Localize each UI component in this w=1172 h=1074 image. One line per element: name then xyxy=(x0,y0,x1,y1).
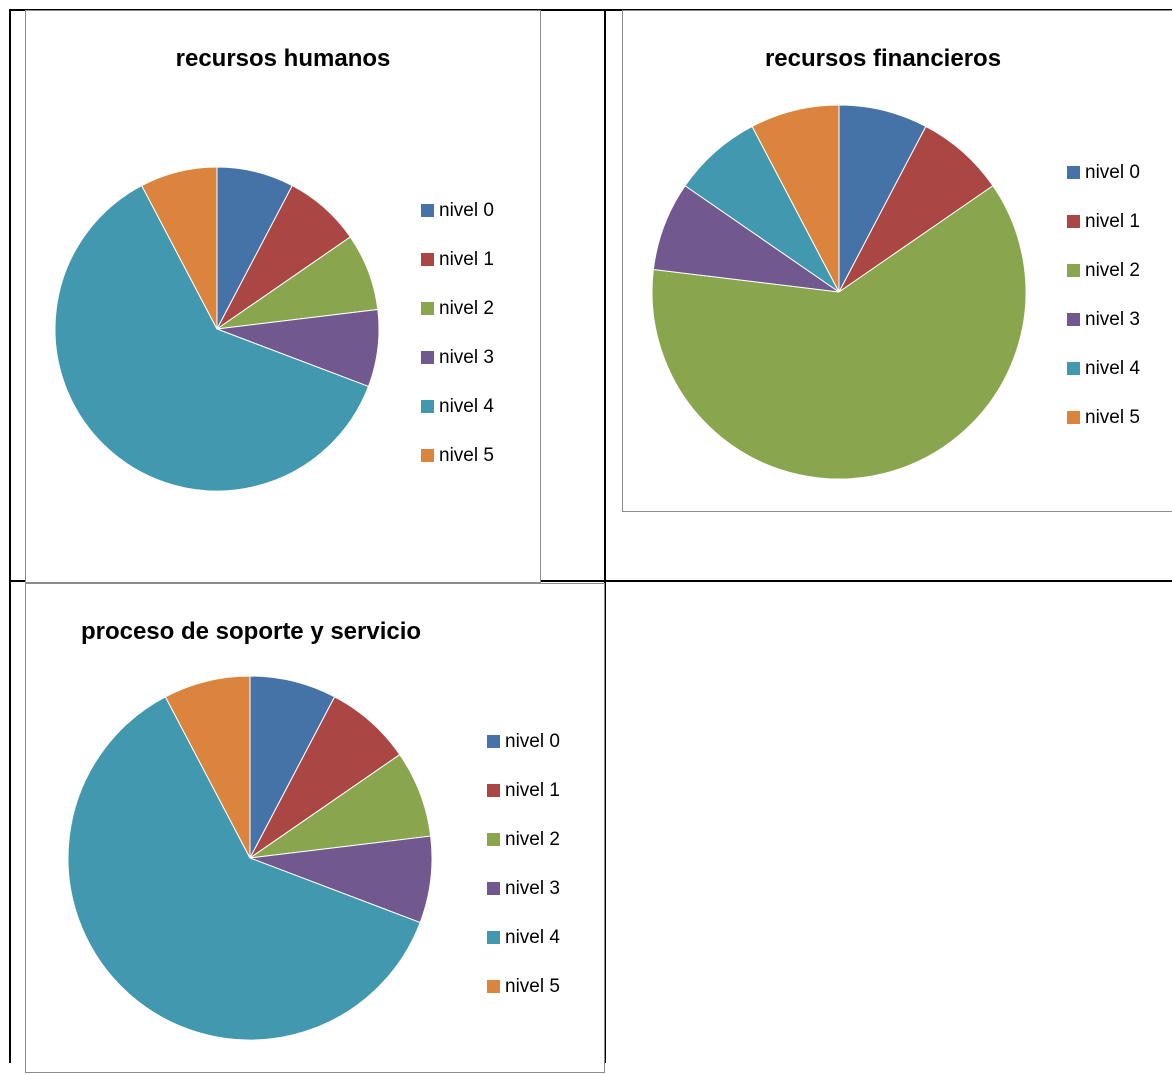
pie-slice-nivel-5 xyxy=(141,166,218,330)
legend-label: nivel 5 xyxy=(1085,406,1140,428)
legend-label: nivel 0 xyxy=(505,730,560,752)
legend-label: nivel 3 xyxy=(1085,308,1140,330)
legend-item: nivel 5 xyxy=(421,431,494,480)
pie-chart xyxy=(54,166,380,492)
legend-swatch xyxy=(487,784,500,797)
legend: nivel 0 nivel 1 nivel 2 nivel 3 nivel 4 nivel… xyxy=(1067,148,1140,442)
legend-label: nivel 4 xyxy=(1085,357,1140,379)
legend-item: nivel 5 xyxy=(1067,393,1140,442)
chart-recursos-financieros: recursos financieros nivel 0 nivel 1 nivel… xyxy=(622,10,1172,512)
legend-item: nivel 2 xyxy=(421,284,494,333)
legend-item: nivel 2 xyxy=(487,815,560,864)
legend-label: nivel 2 xyxy=(505,828,560,850)
table-divider-vertical xyxy=(604,9,606,1063)
pie-slice-nivel-2 xyxy=(651,185,1027,480)
legend-item: nivel 0 xyxy=(487,717,560,766)
legend-item: nivel 0 xyxy=(1067,148,1140,197)
legend-item: nivel 0 xyxy=(421,186,494,235)
legend-label: nivel 0 xyxy=(439,199,494,221)
legend-label: nivel 5 xyxy=(505,975,560,997)
legend-swatch xyxy=(1067,215,1080,228)
chart-recursos-humanos: recursos humanos nivel 0 nivel 1 nivel 2 ni… xyxy=(25,10,541,583)
legend-label: nivel 1 xyxy=(439,248,494,270)
pie-chart xyxy=(67,675,433,1041)
legend-item: nivel 4 xyxy=(487,913,560,962)
legend: nivel 0 nivel 1 nivel 2 nivel 3 nivel 4 nivel… xyxy=(421,186,494,480)
legend-label: nivel 2 xyxy=(439,297,494,319)
pie-chart xyxy=(651,104,1027,480)
table-border-left xyxy=(9,9,11,1063)
legend-label: nivel 3 xyxy=(439,346,494,368)
legend-swatch xyxy=(1067,264,1080,277)
legend-swatch xyxy=(1067,362,1080,375)
legend-item: nivel 3 xyxy=(1067,295,1140,344)
chart-title: recursos humanos xyxy=(175,45,391,72)
legend-item: nivel 3 xyxy=(421,333,494,382)
legend-swatch xyxy=(421,449,434,462)
legend-item: nivel 1 xyxy=(421,235,494,284)
legend-swatch xyxy=(1067,166,1080,179)
legend-label: nivel 4 xyxy=(439,395,494,417)
chart-title: proceso de soporte y servicio xyxy=(80,618,422,645)
legend-swatch xyxy=(487,980,500,993)
legend-swatch xyxy=(421,400,434,413)
legend-label: nivel 5 xyxy=(439,444,494,466)
legend-swatch xyxy=(487,833,500,846)
legend-item: nivel 5 xyxy=(487,962,560,1011)
legend-swatch xyxy=(487,882,500,895)
legend-label: nivel 4 xyxy=(505,926,560,948)
chart-title: recursos financieros xyxy=(764,45,1002,72)
chart-proceso-soporte-servicio: proceso de soporte y servicio nivel 0 niv… xyxy=(25,583,605,1073)
legend-swatch xyxy=(421,351,434,364)
legend: nivel 0 nivel 1 nivel 2 nivel 3 nivel 4 nivel… xyxy=(487,717,560,1011)
legend-item: nivel 3 xyxy=(487,864,560,913)
legend-swatch xyxy=(421,253,434,266)
pie-slice-nivel-4 xyxy=(54,184,370,492)
legend-swatch xyxy=(421,204,434,217)
legend-swatch xyxy=(421,302,434,315)
legend-item: nivel 1 xyxy=(1067,197,1140,246)
pie-slice-nivel-5 xyxy=(164,675,251,859)
legend-label: nivel 3 xyxy=(505,877,560,899)
pie-slice-nivel-5 xyxy=(751,104,840,293)
table-border-top xyxy=(9,9,1172,11)
legend-swatch xyxy=(1067,313,1080,326)
legend-item: nivel 1 xyxy=(487,766,560,815)
legend-label: nivel 2 xyxy=(1085,259,1140,281)
legend-swatch xyxy=(487,735,500,748)
legend-swatch xyxy=(1067,411,1080,424)
table-divider-horizontal xyxy=(9,580,1172,582)
legend-label: nivel 0 xyxy=(1085,161,1140,183)
legend-item: nivel 2 xyxy=(1067,246,1140,295)
pie-slice-nivel-4 xyxy=(67,696,421,1041)
legend-item: nivel 4 xyxy=(421,382,494,431)
legend-label: nivel 1 xyxy=(1085,210,1140,232)
legend-swatch xyxy=(487,931,500,944)
legend-label: nivel 1 xyxy=(505,779,560,801)
legend-item: nivel 4 xyxy=(1067,344,1140,393)
